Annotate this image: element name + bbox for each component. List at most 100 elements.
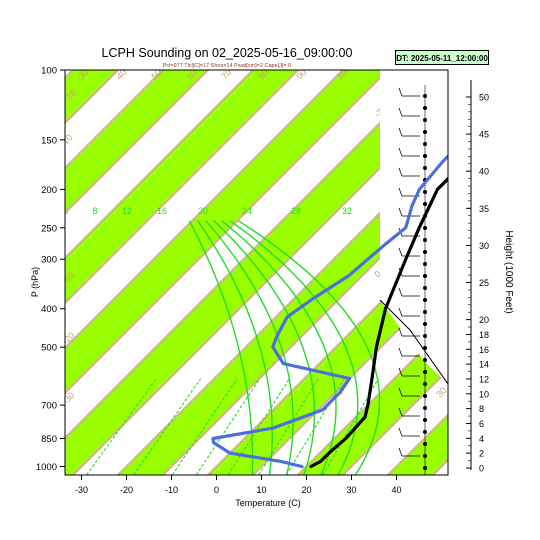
y-tick-label: 250 bbox=[41, 223, 57, 234]
x-tick-label: 0 bbox=[214, 485, 219, 495]
isotherm-line bbox=[65, 70, 435, 440]
isotherm-label: -30 bbox=[60, 390, 76, 406]
x-axis-label: Temperature (C) bbox=[235, 498, 301, 508]
wind-barb-flag bbox=[398, 247, 403, 257]
moist-adiabat bbox=[213, 220, 316, 475]
isotherm-label: -20 bbox=[60, 330, 76, 346]
x-tick-label: -20 bbox=[120, 485, 133, 495]
mixing-ratio-line bbox=[133, 378, 202, 475]
isotherm-label: 80 bbox=[256, 67, 270, 81]
y-tick-label: 850 bbox=[41, 434, 57, 445]
height-tick-label: 35 bbox=[479, 204, 489, 214]
moist-adiabat bbox=[197, 220, 273, 475]
wind-barb-flag bbox=[398, 427, 403, 437]
mixing-ratio-label: 20 bbox=[198, 206, 208, 216]
mixing-ratio-label: 32 bbox=[342, 206, 352, 216]
wind-barb-flag bbox=[398, 187, 403, 197]
isotherm-line bbox=[65, 70, 345, 350]
height-axis-label: Height (1000 Feet) bbox=[503, 230, 514, 313]
mixing-ratio-label: 16 bbox=[157, 206, 167, 216]
isotherm-label: 30 bbox=[434, 385, 448, 399]
height-tick-label: 16 bbox=[479, 345, 489, 355]
dewpoint-line bbox=[211, 154, 448, 469]
isotherm-line bbox=[116, 143, 448, 475]
height-tick-label: 10 bbox=[479, 389, 489, 399]
isotherm-line bbox=[251, 278, 448, 475]
y-axis-label: P (hPa) bbox=[30, 267, 40, 297]
isotherm-label: 60 bbox=[184, 67, 198, 81]
x-tick-label: 30 bbox=[346, 485, 356, 495]
y-tick-label: 500 bbox=[41, 343, 57, 354]
isotherm-label: 40 bbox=[114, 67, 128, 81]
height-tick-label: 40 bbox=[479, 167, 489, 177]
wind-barb-flag bbox=[398, 107, 403, 117]
isotherm-band bbox=[65, 70, 448, 475]
wind-barb-flag bbox=[398, 407, 403, 417]
isotherm-line bbox=[206, 233, 448, 475]
x-tick-label: 20 bbox=[301, 485, 311, 495]
mixing-ratio-label: 24 bbox=[242, 206, 252, 216]
moist-adiabat bbox=[188, 220, 254, 475]
mixing-ratio-labels: 8 12 16 20 24 28 32 bbox=[92, 206, 352, 216]
height-tick-label: 4 bbox=[479, 434, 484, 444]
chart-title: LCPH Sounding on 02_2025-05-16_09:00:00 bbox=[102, 46, 353, 60]
temperature-line bbox=[309, 176, 448, 469]
isotherm-line bbox=[341, 368, 448, 475]
mixing-ratio-label: 12 bbox=[122, 206, 132, 216]
isotherm-line bbox=[65, 70, 255, 260]
isotherm-line bbox=[296, 323, 448, 475]
wind-barb-flag bbox=[398, 347, 403, 357]
wind-barb-flag bbox=[398, 207, 403, 217]
height-tick-label: 45 bbox=[479, 130, 489, 140]
moist-adiabat bbox=[205, 220, 294, 475]
sounding-profiles bbox=[211, 154, 448, 469]
mixing-ratio-line bbox=[171, 378, 238, 475]
height-tick-label: 8 bbox=[479, 404, 484, 414]
y-tick-label: 300 bbox=[41, 255, 57, 266]
isotherm-label: 50 bbox=[149, 67, 163, 81]
wind-barb-flag bbox=[398, 327, 403, 337]
height-tick-label: 0 bbox=[479, 464, 484, 474]
height-tick-label: 30 bbox=[479, 241, 489, 251]
dt-badge: DT: 2025-05-11_12:00:00 bbox=[395, 50, 489, 65]
x-tick-label: 40 bbox=[391, 485, 401, 495]
height-tick-label: 2 bbox=[479, 449, 484, 459]
isotherm-label: 100 bbox=[334, 64, 352, 82]
x-axis: -30 -20 -10 0 10 20 30 40 bbox=[75, 475, 402, 495]
height-tick-label: 14 bbox=[479, 360, 489, 370]
height-tick-label: 12 bbox=[479, 374, 489, 384]
mixing-ratio-line bbox=[195, 378, 261, 475]
mixing-ratio-line bbox=[227, 378, 290, 475]
isotherm-line bbox=[65, 70, 300, 305]
y-tick-label: 400 bbox=[41, 304, 57, 315]
mixing-ratio-line bbox=[258, 378, 319, 475]
isotherm-label: 70 bbox=[219, 67, 233, 81]
isotherm-label: 0 bbox=[372, 269, 383, 280]
wind-barb-flag bbox=[398, 387, 403, 397]
wind-column-bg bbox=[380, 70, 448, 384]
wind-barb-flag bbox=[398, 367, 403, 377]
x-tick-label: -30 bbox=[75, 485, 88, 495]
wind-barb-flag bbox=[398, 167, 403, 177]
isotherm-label: 0 bbox=[60, 206, 71, 217]
height-tick-label: 20 bbox=[479, 315, 489, 325]
mixing-ratio-label: 28 bbox=[291, 206, 301, 216]
height-tick-label: 6 bbox=[479, 419, 484, 429]
y-tick-label: 200 bbox=[41, 185, 57, 196]
height-tick-label: 25 bbox=[479, 278, 489, 288]
wind-barb-flag bbox=[398, 447, 403, 457]
moist-adiabat bbox=[237, 220, 381, 475]
wind-barb-flag bbox=[398, 87, 403, 97]
y-tick-label: 1000 bbox=[36, 462, 57, 473]
wind-barb-flag bbox=[398, 307, 403, 317]
isotherm-label: -10 bbox=[60, 270, 76, 286]
wind-barb-flag bbox=[398, 127, 403, 137]
mixing-ratio-label: 8 bbox=[92, 206, 97, 216]
wind-profile bbox=[379, 70, 449, 475]
tropopause-line bbox=[379, 299, 449, 385]
height-tick-label: 18 bbox=[479, 330, 489, 340]
isotherm-label: 90 bbox=[294, 67, 308, 81]
chart-subtitle: Pcl=977 Tlcl[C]=17 Shox=14 Pwat[cm]=2 Ca… bbox=[163, 63, 291, 69]
y-tick-label: 150 bbox=[41, 135, 57, 146]
